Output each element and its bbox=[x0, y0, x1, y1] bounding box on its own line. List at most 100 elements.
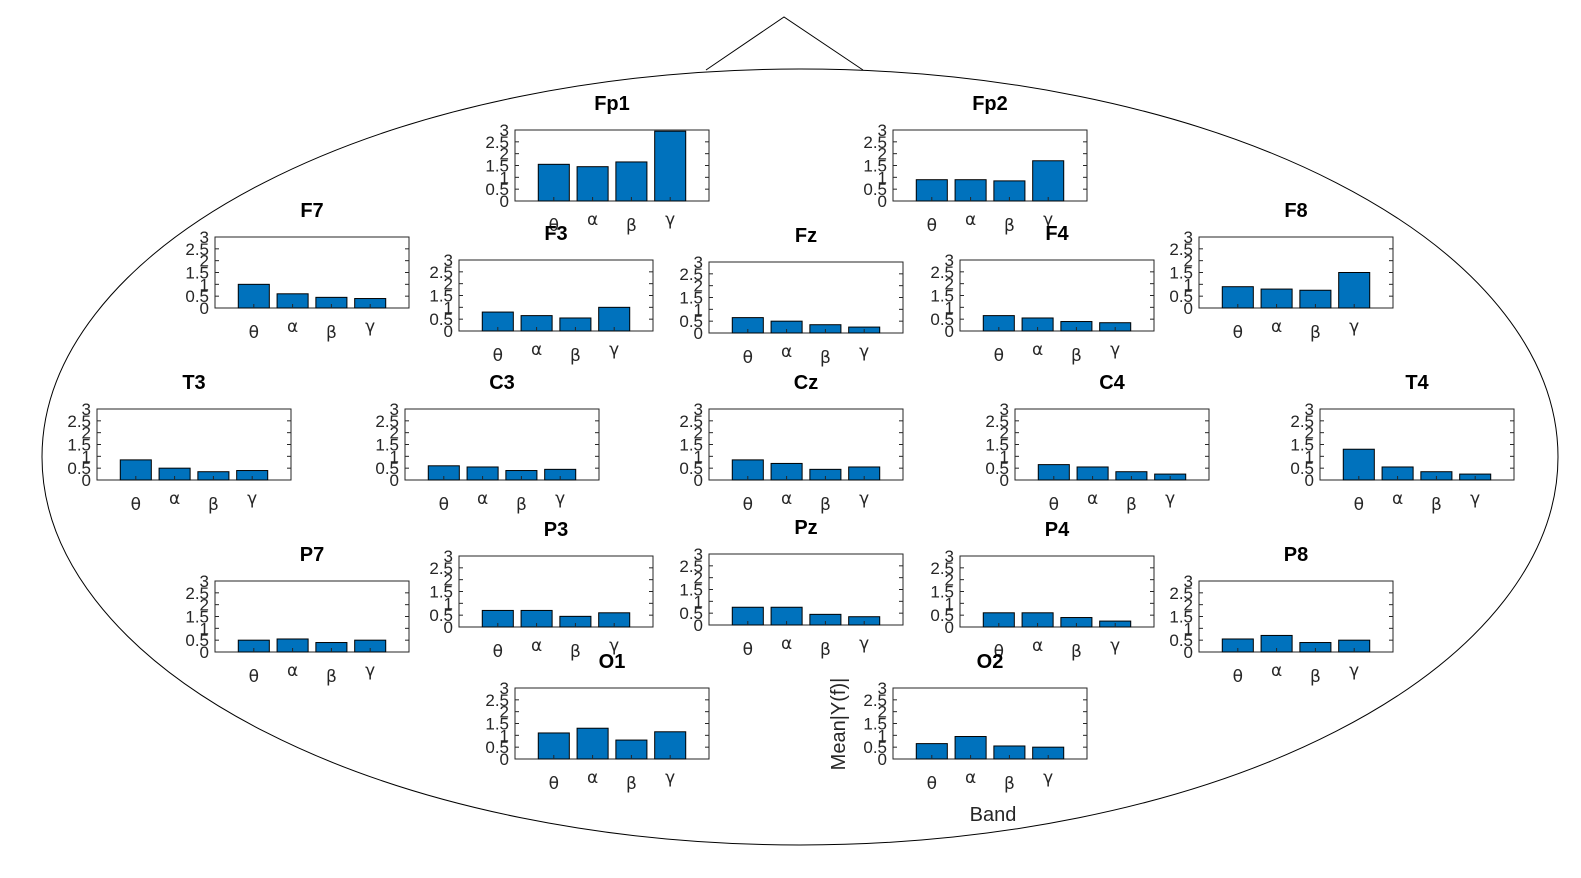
y-tick-label: 1 bbox=[694, 447, 703, 466]
y-tick-label: 0 bbox=[500, 192, 509, 211]
x-tick-label: β bbox=[1071, 346, 1082, 366]
y-tick-label: 1.5 bbox=[1169, 608, 1193, 627]
y-tick-label: 1 bbox=[878, 168, 887, 187]
x-tick-label: θ bbox=[743, 640, 753, 660]
y-tick-label: 3 bbox=[82, 400, 91, 419]
x-tick-label: γ bbox=[365, 661, 375, 681]
y-tick-label: 2.5 bbox=[930, 559, 954, 578]
y-tick-label: 3 bbox=[694, 545, 703, 564]
x-tick-label: α bbox=[587, 210, 598, 230]
y-tick-label: 3 bbox=[878, 121, 887, 140]
subplot-title: T3 bbox=[182, 372, 205, 394]
y-tick-label: 3 bbox=[694, 253, 703, 272]
y-tick-label: 2 bbox=[500, 703, 509, 722]
x-axis-label: Band bbox=[970, 804, 1017, 826]
bar-f8-3 bbox=[1338, 272, 1371, 309]
y-tick-label: 1 bbox=[200, 619, 209, 638]
y-tick-label: 1.5 bbox=[429, 287, 453, 306]
x-tick-label: α bbox=[965, 768, 976, 788]
bar-o1-3 bbox=[654, 731, 687, 760]
y-tick-label: 2 bbox=[1000, 424, 1009, 443]
subplot-title: O2 bbox=[977, 651, 1004, 673]
y-tick-label: 2.5 bbox=[679, 412, 703, 431]
subplot-p4: P4 00.511.522.53 θ α β γ bbox=[930, 519, 1155, 662]
x-tick-label: β bbox=[1004, 774, 1015, 794]
y-tick-label: 0 bbox=[1000, 471, 1009, 490]
y-tick-label: 1 bbox=[82, 447, 91, 466]
y-tick-label: 1.5 bbox=[930, 287, 954, 306]
x-tick-label: θ bbox=[1049, 495, 1059, 515]
y-tick-label: 2 bbox=[945, 275, 954, 294]
x-tick-label: α bbox=[1392, 489, 1403, 509]
y-tick-label: 0.5 bbox=[1169, 631, 1193, 650]
x-tick-label: β bbox=[326, 323, 337, 343]
x-tick-label: α bbox=[1032, 636, 1043, 656]
y-tick-label: 1.5 bbox=[485, 715, 509, 734]
y-tick-label: 1 bbox=[878, 726, 887, 745]
x-tick-label: β bbox=[1310, 667, 1321, 687]
x-tick-label: α bbox=[781, 489, 792, 509]
x-tick-label: θ bbox=[1233, 323, 1243, 343]
subplot-cz: Cz 00.511.522.53 θ α β γ bbox=[679, 372, 904, 515]
subplot-fp1: Fp1 00.511.522.53 θ α β γ bbox=[485, 93, 710, 236]
y-tick-label: 0.5 bbox=[185, 287, 209, 306]
x-tick-label: γ bbox=[365, 317, 375, 337]
y-tick-label: 2 bbox=[82, 424, 91, 443]
subplot-o2: O2 00.511.522.53 θ α β γ bbox=[863, 651, 1088, 794]
y-tick-label: 0.5 bbox=[1169, 287, 1193, 306]
x-tick-label: β bbox=[516, 495, 527, 515]
y-tick-label: 1.5 bbox=[985, 436, 1009, 455]
y-tick-label: 1 bbox=[500, 726, 509, 745]
y-tick-label: 0 bbox=[1184, 643, 1193, 662]
y-tick-label: 3 bbox=[945, 547, 954, 566]
x-tick-label: β bbox=[1310, 323, 1321, 343]
y-tick-label: 2.5 bbox=[985, 412, 1009, 431]
y-tick-label: 0.5 bbox=[930, 310, 954, 329]
subplot-title: Fp2 bbox=[972, 93, 1008, 115]
x-tick-label: α bbox=[287, 317, 298, 337]
y-tick-label: 2 bbox=[390, 424, 399, 443]
y-tick-label: 1.5 bbox=[485, 157, 509, 176]
y-tick-label: 3 bbox=[200, 228, 209, 247]
y-tick-label: 1.5 bbox=[1169, 264, 1193, 283]
x-tick-label: γ bbox=[859, 489, 869, 509]
head-nose bbox=[705, 16, 864, 71]
subplot-o1: O1 00.511.522.53 θ α β γ bbox=[485, 651, 710, 794]
x-tick-label: γ bbox=[1165, 489, 1175, 509]
x-tick-label: γ bbox=[609, 340, 619, 360]
subplot-p7: P7 00.511.522.53 θ α β γ bbox=[185, 544, 410, 687]
y-tick-label: 2 bbox=[945, 571, 954, 590]
x-tick-label: γ bbox=[665, 210, 675, 230]
x-tick-label: γ bbox=[665, 768, 675, 788]
y-tick-label: 0 bbox=[82, 471, 91, 490]
y-axis-label: Mean|Y(f)| bbox=[828, 678, 850, 771]
subplot-c4: C4 00.511.522.53 θ α β γ bbox=[985, 372, 1210, 515]
y-tick-label: 0.5 bbox=[679, 459, 703, 478]
y-tick-label: 2.5 bbox=[863, 133, 887, 152]
subplot-title: P8 bbox=[1284, 544, 1308, 566]
y-tick-label: 2.5 bbox=[67, 412, 91, 431]
x-tick-label: θ bbox=[131, 495, 141, 515]
x-tick-label: β bbox=[1004, 216, 1015, 236]
y-tick-label: 1 bbox=[694, 592, 703, 611]
y-tick-label: 3 bbox=[500, 679, 509, 698]
subplot-fp2: Fp2 00.511.522.53 θ α β γ bbox=[863, 93, 1088, 236]
y-tick-label: 2 bbox=[1184, 252, 1193, 271]
y-tick-label: 2.5 bbox=[185, 584, 209, 603]
y-tick-label: 3 bbox=[945, 251, 954, 270]
subplot-f3: F3 00.511.522.53 θ α β γ bbox=[429, 223, 654, 366]
y-tick-label: 0 bbox=[694, 471, 703, 490]
y-tick-label: 2.5 bbox=[679, 557, 703, 576]
y-tick-label: 2.5 bbox=[185, 240, 209, 259]
y-tick-label: 3 bbox=[444, 251, 453, 270]
x-tick-label: γ bbox=[1110, 340, 1120, 360]
y-tick-label: 1 bbox=[390, 447, 399, 466]
subplot-title: P3 bbox=[544, 519, 568, 541]
y-tick-label: 1.5 bbox=[863, 157, 887, 176]
x-tick-label: β bbox=[1431, 495, 1442, 515]
y-tick-label: 1 bbox=[1000, 447, 1009, 466]
y-tick-label: 1 bbox=[694, 300, 703, 319]
y-tick-label: 0.5 bbox=[375, 459, 399, 478]
y-tick-label: 1 bbox=[444, 594, 453, 613]
